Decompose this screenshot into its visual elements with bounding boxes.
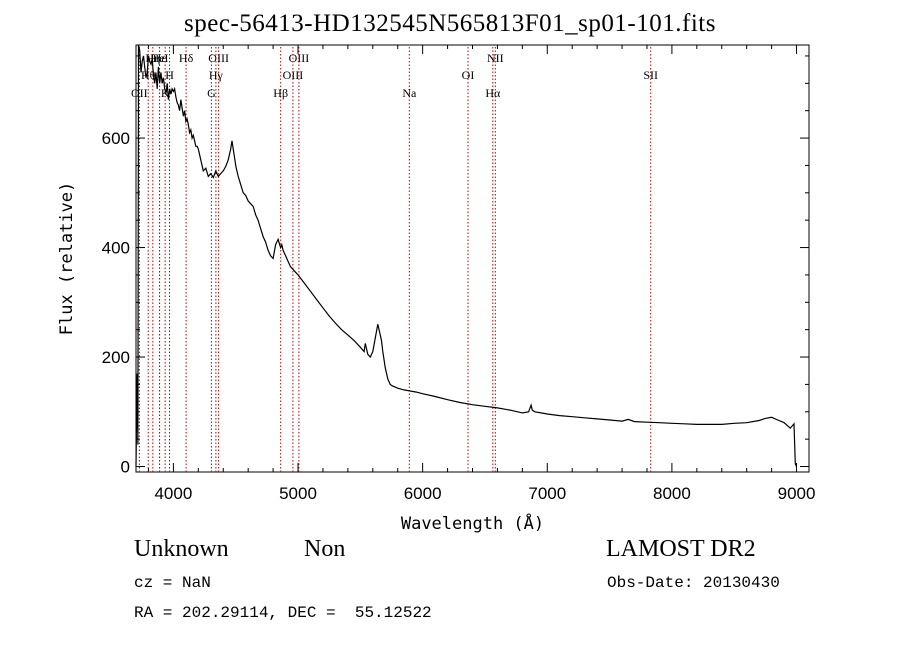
x-tick-label: 6000 <box>404 484 442 503</box>
x-tick-label: 7000 <box>528 484 566 503</box>
emission-line-label: Hγ <box>209 68 224 82</box>
x-tick-label: 4000 <box>154 484 192 503</box>
emission-line-label: OIII <box>289 51 310 65</box>
emission-line-label: G <box>207 86 216 100</box>
emission-line-label: OI <box>462 68 475 82</box>
chart-title: spec-56413-HD132545N565813F01_sp01-101.f… <box>184 10 716 37</box>
emission-line-label: OIII <box>283 68 304 82</box>
emission-line-label: OII <box>131 86 148 100</box>
emission-line-label: OIII <box>208 51 229 65</box>
emission-line-label: HeI <box>151 51 169 65</box>
x-axis-label: Wavelength (Å) <box>401 512 544 534</box>
redshift-label: cz = NaN <box>134 574 211 592</box>
obs-date: Obs-Date: 20130430 <box>607 574 780 592</box>
emission-line-label: H <box>165 68 174 82</box>
emission-line-label: Hα <box>485 86 501 100</box>
y-tick-label: 600 <box>102 129 130 148</box>
emission-line-label: Na <box>402 86 417 100</box>
x-tick-label: 5000 <box>279 484 317 503</box>
object-class: Unknown <box>134 536 229 562</box>
emission-line-label: SII <box>643 68 658 82</box>
coordinates: RA = 202.29114, DEC = 55.12522 <box>134 604 432 622</box>
y-axis-label: Flux (relative) <box>57 182 77 336</box>
y-tick-label: 200 <box>102 348 130 367</box>
object-subclass: Non <box>304 536 346 562</box>
y-tick-label: 0 <box>121 458 130 477</box>
emission-line-label: Hη <box>145 51 160 65</box>
emission-line-label: NII <box>487 51 504 65</box>
emission-line-label: Hδ <box>179 51 194 65</box>
emission-line-label: Hβ <box>273 86 288 100</box>
survey-label: LAMOST DR2 <box>606 536 756 562</box>
x-tick-label: 9000 <box>778 484 816 503</box>
x-tick-label: 8000 <box>653 484 691 503</box>
y-tick-label: 400 <box>102 239 130 258</box>
spectrum-line <box>135 44 798 467</box>
plot-frame <box>135 44 810 473</box>
